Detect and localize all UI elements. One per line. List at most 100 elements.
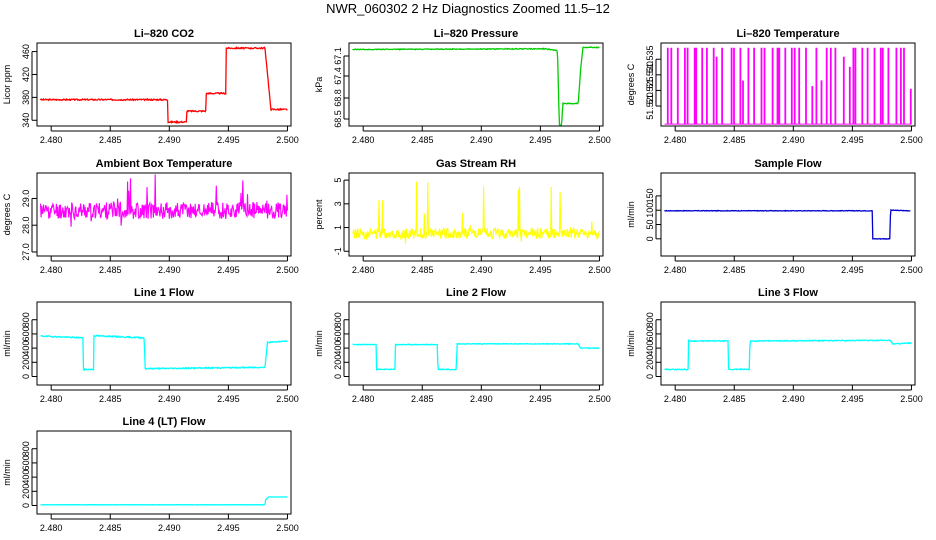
y-tick-label: 420 <box>21 67 31 82</box>
chart-panel-4: Ambient Box Temperature 2.480 2.485 2.490 2.… <box>2 158 299 275</box>
x-tick-label: 2.480 <box>352 394 375 404</box>
x-tick-label: 2.490 <box>782 135 805 145</box>
x-tick-label: 2.485 <box>99 394 122 404</box>
x-tick-label: 2.480 <box>664 135 687 145</box>
y-tick-label: 3 <box>333 201 343 206</box>
data-series-line <box>664 47 912 125</box>
y-tick-label: 27.0 <box>21 243 31 261</box>
y-tick-label: 150 <box>645 188 655 203</box>
x-tick-label: 2.495 <box>841 265 864 275</box>
y-tick-label: 5 <box>333 178 343 183</box>
y-tick-label: 600 <box>333 326 343 341</box>
x-tick-label: 2.490 <box>470 265 493 275</box>
x-tick-label: 2.500 <box>276 265 299 275</box>
x-tick-label: 2.485 <box>723 394 746 404</box>
x-tick-label: 2.480 <box>40 135 63 145</box>
y-tick-label: 800 <box>333 312 343 327</box>
plot-frame <box>660 301 916 386</box>
chart-panel-6: Sample Flow 2.480 2.485 2.490 2.495 2.500 0 50 1… <box>626 158 923 275</box>
chart-title: Line 1 Flow <box>134 287 194 299</box>
x-tick-label: 2.490 <box>470 394 493 404</box>
plot-frame <box>36 42 292 127</box>
chart-title: Line 3 Flow <box>758 287 818 299</box>
x-tick-label: 2.480 <box>352 135 375 145</box>
data-series-line <box>352 181 601 244</box>
x-tick-label: 2.485 <box>723 265 746 275</box>
y-tick-label: -1 <box>333 247 343 255</box>
plot-frame <box>348 172 604 257</box>
y-tick-label: 0 <box>21 374 31 379</box>
data-series-line <box>40 334 288 372</box>
x-tick-label: 2.490 <box>158 394 181 404</box>
chart-title: Gas Stream RH <box>436 158 516 170</box>
chart-panel-8: Line 2 Flow 2.480 2.485 2.490 2.495 2.500 0 200… <box>314 287 611 404</box>
x-tick-label: 2.495 <box>841 135 864 145</box>
plot-frame <box>348 301 604 386</box>
x-tick-label: 2.495 <box>529 135 552 145</box>
y-tick-label: 51.525 <box>645 77 655 105</box>
x-tick-label: 2.500 <box>900 394 923 404</box>
y-tick-label: 0 <box>21 503 31 508</box>
x-tick-label: 2.480 <box>40 265 63 275</box>
y-tick-label: 460 <box>21 44 31 59</box>
x-tick-label: 2.500 <box>588 135 611 145</box>
y-tick-label: 200 <box>21 484 31 499</box>
y-tick-label: 50 <box>645 220 655 230</box>
y-axis-label: ml/min <box>626 201 636 228</box>
y-tick-label: 400 <box>333 341 343 356</box>
x-tick-label: 2.480 <box>40 394 63 404</box>
y-tick-label: 600 <box>21 326 31 341</box>
y-axis-label: ml/min <box>314 330 324 357</box>
y-tick-label: 200 <box>21 355 31 370</box>
chart-title: Line 4 (LT) Flow <box>123 416 206 428</box>
chart-panel-5: Gas Stream RH 2.480 2.485 2.490 2.495 2.500 -1… <box>314 158 611 275</box>
y-tick-label: 200 <box>333 355 343 370</box>
y-axis-label: ml/min <box>626 330 636 357</box>
y-tick-label: 400 <box>21 470 31 485</box>
y-tick-label: 51.530 <box>645 61 655 89</box>
x-tick-label: 2.500 <box>588 394 611 404</box>
x-tick-label: 2.495 <box>217 135 240 145</box>
y-tick-label: 0 <box>645 374 655 379</box>
plot-frame <box>36 430 292 515</box>
x-tick-label: 2.485 <box>99 135 122 145</box>
y-tick-label: 600 <box>21 455 31 470</box>
y-axis-label: degrees C <box>2 193 12 235</box>
y-tick-label: 200 <box>645 355 655 370</box>
data-series-line <box>664 208 911 240</box>
chart-panel-3: Li–820 Temperature 2.480 2.485 2.490 2.495 2.… <box>626 28 923 145</box>
x-tick-label: 2.490 <box>782 394 805 404</box>
chart-panel-2: Li–820 Pressure 2.480 2.485 2.490 2.495 2.500… <box>314 28 611 145</box>
y-tick-label: 400 <box>21 341 31 356</box>
x-tick-label: 2.480 <box>664 265 687 275</box>
x-tick-label: 2.485 <box>99 523 122 533</box>
chart-panel-10: Line 4 (LT) Flow 2.480 2.485 2.490 2.495 2.50… <box>2 416 299 533</box>
x-tick-label: 2.500 <box>276 135 299 145</box>
y-tick-label: 800 <box>645 312 655 327</box>
data-series-line <box>352 342 600 371</box>
y-tick-label: 0 <box>645 236 655 241</box>
y-tick-label: 600 <box>645 326 655 341</box>
x-tick-label: 2.490 <box>470 135 493 145</box>
y-axis-label: Licor ppm <box>2 65 12 105</box>
x-tick-label: 2.500 <box>276 394 299 404</box>
y-axis-label: ml/min <box>2 459 12 486</box>
chart-title: Sample Flow <box>754 158 822 170</box>
data-series-line <box>664 338 912 371</box>
chart-title: Li–820 Pressure <box>434 28 518 40</box>
y-tick-label: 800 <box>21 312 31 327</box>
y-tick-label: 1 <box>333 225 343 230</box>
chart-title: Line 2 Flow <box>446 287 506 299</box>
y-axis-label: kPa <box>314 77 324 93</box>
x-tick-label: 2.480 <box>352 265 375 275</box>
x-tick-label: 2.485 <box>723 135 746 145</box>
y-tick-label: 51.535 <box>645 45 655 73</box>
page-title: NWR_060302 2 Hz Diagnostics Zoomed 11.5–… <box>326 1 610 16</box>
plot-frame <box>348 42 604 127</box>
y-tick-label: 67.4 <box>333 67 343 85</box>
y-tick-label: 800 <box>21 441 31 456</box>
y-tick-label: 0 <box>333 374 343 379</box>
x-tick-label: 2.490 <box>158 135 181 145</box>
y-tick-label: 29.0 <box>21 190 31 208</box>
